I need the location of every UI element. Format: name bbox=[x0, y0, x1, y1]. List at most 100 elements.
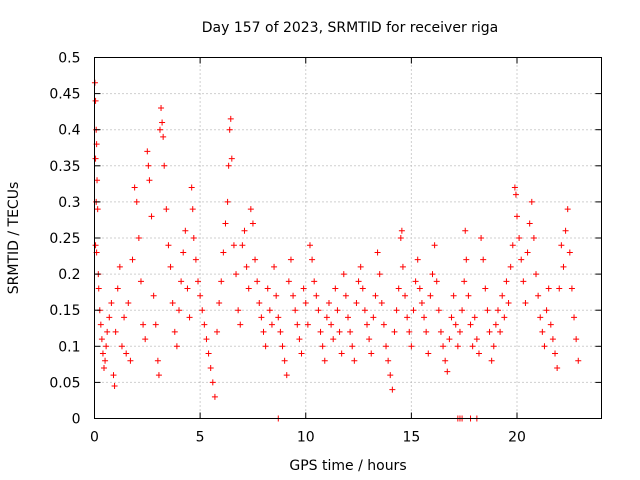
data-point bbox=[433, 278, 440, 285]
data-point bbox=[552, 350, 559, 357]
x-tick-label: 10 bbox=[297, 430, 315, 446]
data-point bbox=[264, 285, 271, 292]
data-point bbox=[480, 256, 487, 263]
data-point bbox=[195, 278, 202, 285]
data-point bbox=[571, 314, 578, 321]
data-point bbox=[145, 162, 152, 169]
data-point bbox=[167, 263, 174, 270]
data-point bbox=[535, 292, 542, 299]
data-point bbox=[393, 307, 400, 314]
data-point bbox=[463, 256, 470, 263]
data-point bbox=[471, 314, 478, 321]
data-point bbox=[186, 314, 193, 321]
data-point bbox=[116, 263, 123, 270]
data-point bbox=[359, 285, 366, 292]
data-point bbox=[243, 263, 250, 270]
data-point bbox=[209, 379, 216, 386]
data-point bbox=[99, 350, 106, 357]
data-point bbox=[366, 336, 373, 343]
data-point bbox=[239, 242, 246, 249]
data-point bbox=[281, 357, 288, 364]
data-point bbox=[95, 285, 102, 292]
data-point bbox=[566, 249, 573, 256]
data-point bbox=[165, 242, 172, 249]
y-tick-label: 0.35 bbox=[49, 159, 80, 175]
y-axis-label: SRMTID / TECUs bbox=[6, 182, 22, 295]
data-point bbox=[319, 343, 326, 350]
data-point bbox=[237, 321, 244, 328]
data-point bbox=[573, 336, 580, 343]
data-point bbox=[156, 126, 163, 133]
data-point bbox=[440, 343, 447, 350]
data-point bbox=[207, 364, 214, 371]
data-point bbox=[189, 206, 196, 213]
data-point bbox=[190, 235, 197, 241]
data-point bbox=[325, 299, 332, 306]
data-point bbox=[169, 299, 176, 306]
data-point bbox=[317, 328, 324, 335]
x-tick-labels: 0 5 10 15 20 bbox=[90, 430, 526, 446]
data-point bbox=[225, 162, 232, 169]
data-point bbox=[387, 372, 394, 379]
data-point bbox=[330, 336, 337, 343]
data-point bbox=[486, 328, 493, 335]
data-point bbox=[475, 350, 482, 357]
data-point bbox=[478, 235, 485, 241]
data-point bbox=[448, 314, 455, 321]
data-point bbox=[205, 350, 212, 357]
data-point bbox=[163, 206, 170, 213]
y-tick-labels: 0 0.05 0.1 0.15 0.2 0.25 0.3 0.35 0.4 0.45 0.5 bbox=[49, 51, 80, 428]
data-point bbox=[277, 328, 284, 335]
data-point bbox=[211, 393, 218, 400]
data-point bbox=[336, 328, 343, 335]
data-point bbox=[201, 321, 208, 328]
data-point bbox=[97, 321, 104, 328]
data-point bbox=[273, 292, 280, 299]
data-point bbox=[94, 177, 101, 184]
y-tick-label: 0.1 bbox=[58, 339, 80, 355]
data-point bbox=[410, 307, 417, 314]
data-point bbox=[431, 242, 438, 249]
data-point bbox=[465, 292, 472, 299]
data-point bbox=[110, 372, 117, 379]
data-point bbox=[528, 198, 535, 205]
data-point bbox=[102, 357, 109, 364]
data-point bbox=[290, 292, 297, 299]
data-point bbox=[140, 321, 147, 328]
data-point bbox=[368, 350, 375, 357]
data-point bbox=[509, 242, 516, 249]
data-point bbox=[412, 278, 419, 285]
data-point bbox=[450, 292, 457, 299]
data-point bbox=[497, 328, 504, 335]
data-point bbox=[511, 184, 518, 191]
data-point bbox=[456, 328, 463, 335]
data-point bbox=[562, 227, 569, 234]
data-point bbox=[137, 278, 144, 285]
data-point bbox=[279, 343, 286, 350]
data-point bbox=[408, 343, 415, 350]
data-point bbox=[161, 162, 168, 169]
data-point bbox=[556, 285, 563, 292]
x-tick-label: 20 bbox=[508, 430, 526, 446]
data-point bbox=[404, 314, 411, 321]
data-point bbox=[304, 321, 311, 328]
data-point bbox=[188, 184, 195, 191]
data-point bbox=[347, 328, 354, 335]
data-point bbox=[306, 242, 313, 249]
data-point bbox=[461, 278, 468, 285]
data-point bbox=[357, 263, 364, 270]
data-point bbox=[490, 343, 497, 350]
data-point bbox=[564, 206, 571, 213]
data-point bbox=[429, 271, 436, 278]
data-point bbox=[512, 191, 519, 198]
data-point bbox=[524, 249, 531, 256]
data-point bbox=[414, 256, 421, 263]
data-point bbox=[311, 278, 318, 285]
data-point bbox=[127, 357, 134, 364]
grid bbox=[94, 57, 602, 419]
data-point bbox=[180, 249, 187, 256]
data-point bbox=[146, 177, 153, 184]
data-point bbox=[302, 299, 309, 306]
data-point bbox=[249, 220, 256, 227]
data-point bbox=[176, 307, 182, 314]
